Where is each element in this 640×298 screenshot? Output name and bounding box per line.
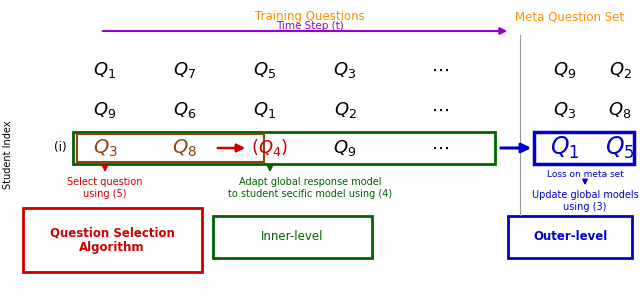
Text: Outer-level: Outer-level <box>533 230 607 243</box>
Text: $(Q_4)$: $(Q_4)$ <box>252 137 289 159</box>
Text: $Q_9$: $Q_9$ <box>333 138 356 158</box>
FancyBboxPatch shape <box>508 216 632 258</box>
Text: $Q_3$: $Q_3$ <box>93 137 118 159</box>
Text: Question Selection
Algorithm: Question Selection Algorithm <box>49 226 175 254</box>
Text: $Q_1$: $Q_1$ <box>93 60 116 80</box>
Text: $Q_9$: $Q_9$ <box>554 60 577 80</box>
Text: $Q_7$: $Q_7$ <box>173 60 196 80</box>
Text: $Q_9$: $Q_9$ <box>93 100 116 120</box>
Text: $Q_5$: $Q_5$ <box>605 135 635 161</box>
Text: $Q_1$: $Q_1$ <box>550 135 580 161</box>
Text: $Q_8$: $Q_8$ <box>608 100 632 120</box>
FancyBboxPatch shape <box>534 132 634 164</box>
FancyBboxPatch shape <box>73 132 495 164</box>
Text: Meta Question Set: Meta Question Set <box>515 10 625 23</box>
Text: $Q_2$: $Q_2$ <box>333 100 356 120</box>
Text: Inner-level: Inner-level <box>260 230 323 243</box>
Text: $Q_3$: $Q_3$ <box>333 60 356 80</box>
Text: $Q_6$: $Q_6$ <box>173 100 196 120</box>
Text: Student Index: Student Index <box>3 121 13 189</box>
Text: Time Step (t): Time Step (t) <box>276 21 344 31</box>
FancyBboxPatch shape <box>213 216 372 258</box>
FancyBboxPatch shape <box>23 208 202 272</box>
Text: $Q_3$: $Q_3$ <box>554 100 577 120</box>
Text: $Q_2$: $Q_2$ <box>609 60 632 80</box>
Text: $\cdots$: $\cdots$ <box>431 139 449 157</box>
Text: $\cdots$: $\cdots$ <box>431 101 449 119</box>
Text: Loss on meta set: Loss on meta set <box>547 170 623 179</box>
Text: $Q_8$: $Q_8$ <box>173 137 198 159</box>
Text: Adapt global response model
to student secific model using (4): Adapt global response model to student s… <box>228 177 392 198</box>
Text: Training Questions: Training Questions <box>255 10 365 23</box>
Text: $Q_5$: $Q_5$ <box>253 60 276 80</box>
Text: Select question
using (5): Select question using (5) <box>67 177 143 198</box>
Text: (i): (i) <box>54 142 67 154</box>
Text: $Q_1$: $Q_1$ <box>253 100 276 120</box>
FancyBboxPatch shape <box>77 134 264 162</box>
Text: Update global models
using (3): Update global models using (3) <box>532 190 638 212</box>
Text: $\cdots$: $\cdots$ <box>431 61 449 79</box>
